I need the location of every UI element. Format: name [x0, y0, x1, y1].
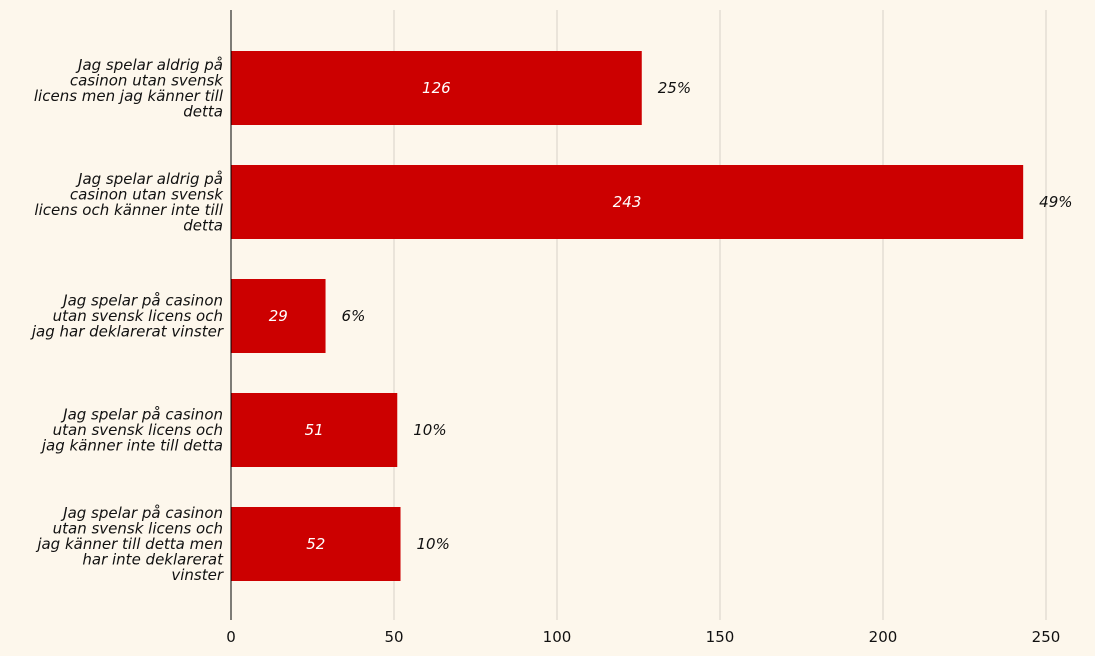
category-label-line: utan svensk licens och	[53, 307, 223, 325]
bar-percent-label: 25%	[658, 79, 691, 97]
category-label: Jag spelar aldrig på casinon utan svensk l…	[34, 56, 224, 121]
bar-value-label: 126	[422, 79, 451, 97]
category-label: Jag spelar på casinon utan svensk licens …	[30, 292, 224, 341]
category-label-line: har inte deklarerat	[82, 551, 224, 569]
category-label-line: licens men jag känner till	[34, 87, 224, 105]
bar-percent-label: 10%	[417, 535, 450, 553]
category-label-line: vinster	[171, 566, 223, 584]
category-label-line: Jag spelar på casinon	[60, 292, 223, 310]
bar	[231, 279, 326, 353]
category-label-line: casinon utan svensk	[70, 185, 224, 203]
category-label-line: jag känner inte till detta	[40, 437, 223, 455]
category-label-line: licens och känner inte till	[34, 201, 223, 219]
category-label-line: jag känner till detta men	[35, 535, 223, 553]
category-label-line: jag har deklarerat vinster	[30, 323, 224, 341]
bar-value-label: 243	[613, 193, 642, 211]
bars: 126 25% 243 49% 29 6% 51 10% 52 10%	[231, 51, 1073, 581]
bar-percent-label: 49%	[1039, 193, 1072, 211]
category-label-line: Jag spelar på casinon	[60, 406, 223, 424]
x-tick-label: 50	[384, 628, 403, 646]
category-labels: Jag spelar aldrig på casinon utan svensk l…	[30, 56, 224, 584]
bar-value-label: 52	[306, 535, 325, 553]
category-label-line: detta	[183, 216, 223, 234]
bar	[231, 507, 401, 581]
category-label-line: Jag spelar aldrig på	[75, 170, 223, 188]
x-tick-label: 100	[543, 628, 572, 646]
x-tick-label: 250	[1032, 628, 1061, 646]
bar-percent-label: 10%	[413, 421, 446, 439]
bar-value-label: 29	[269, 307, 288, 325]
bar	[231, 393, 398, 467]
bar-percent-label: 6%	[342, 307, 366, 325]
category-label-line: utan svensk licens och	[53, 421, 223, 439]
bar	[231, 51, 642, 125]
x-tick-label: 0	[226, 628, 236, 646]
bar	[231, 165, 1024, 239]
category-label-line: Jag spelar aldrig på	[75, 56, 223, 74]
x-tick-label: 150	[706, 628, 735, 646]
category-label: Jag spelar aldrig på casinon utan svensk l…	[34, 170, 224, 235]
category-label-line: Jag spelar på casinon	[60, 504, 223, 522]
axes: 0 50 100 150 200 250	[226, 10, 1060, 646]
category-label-line: casinon utan svensk	[70, 71, 224, 89]
category-label-line: utan svensk licens och	[53, 520, 223, 538]
bar-value-label: 51	[305, 421, 324, 439]
category-label: Jag spelar på casinon utan svensk licens …	[40, 406, 223, 455]
category-label-line: detta	[183, 102, 223, 120]
category-label: Jag spelar på casinon utan svensk licens …	[35, 504, 224, 584]
x-tick-label: 200	[869, 628, 898, 646]
